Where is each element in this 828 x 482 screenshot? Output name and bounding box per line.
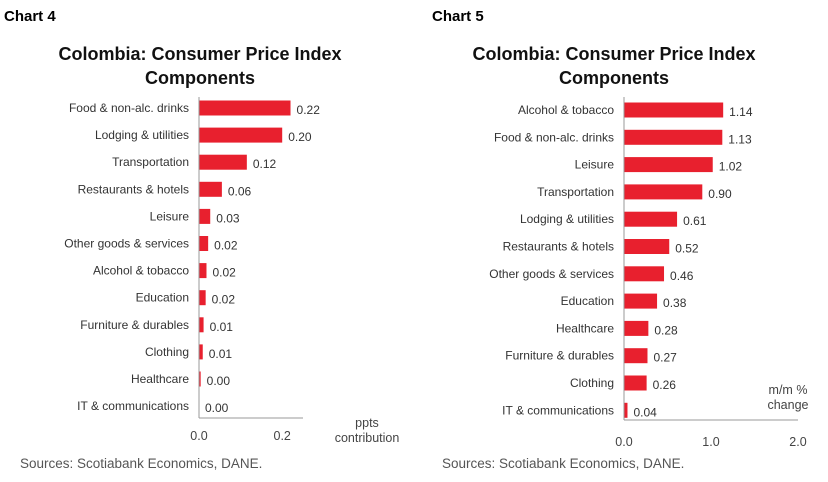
chart-4-value-label: 0.02 (212, 266, 236, 280)
chart-5-x-tick-label: 2.0 (789, 435, 806, 449)
chart-5-category-label: Healthcare (556, 321, 614, 335)
chart-5-title-line-1: Colombia: Consumer Price Index (472, 44, 756, 64)
chart-5-bar (624, 348, 648, 364)
chart-4-title-line-1: Colombia: Consumer Price Index (58, 44, 342, 64)
chart-4-value-label: 0.02 (212, 293, 236, 307)
chart-5-value-label: 0.28 (654, 323, 678, 337)
chart-4-category-label: Alcohol & tobacco (93, 264, 189, 278)
chart-5-value-label: 0.04 (633, 405, 657, 419)
chart-5-category-label: Education (561, 294, 614, 308)
chart-5-title-line-2: Components (559, 68, 669, 88)
chart-4-category-label: Clothing (145, 345, 189, 359)
chart-4-bar (199, 263, 207, 279)
chart-4-bar (199, 154, 247, 170)
chart-5-unit-label: m/m % (769, 383, 808, 397)
chart-4-plot: Food & non-alc. drinks 0.22 Lodging & util… (64, 97, 400, 445)
chart-5-category-label: Leisure (575, 158, 615, 172)
chart-4-bar (199, 127, 283, 143)
chart-4-value-label: 0.01 (209, 347, 233, 361)
chart-5-value-label: 1.02 (719, 160, 743, 174)
chart-5-bar (624, 129, 723, 145)
chart-4-category-label: Food & non-alc. drinks (69, 101, 189, 115)
chart-5-value-label: 0.52 (675, 242, 699, 256)
chart-4-category-label: Healthcare (131, 372, 189, 386)
chart-5-category-label: Furniture & durables (505, 349, 614, 363)
chart-4-bar (199, 100, 291, 116)
chart-5-unit-label: change (767, 398, 808, 412)
chart-5-bar (624, 102, 724, 118)
chart-4-category-label: Leisure (150, 209, 190, 223)
chart-5-value-label: 0.38 (663, 296, 687, 310)
chart-5-category-label: Other goods & services (489, 267, 614, 281)
chart-4-category-label: Lodging & utilities (95, 128, 189, 142)
chart-4-value-label: 0.00 (207, 374, 231, 388)
chart-5-category-label: Food & non-alc. drinks (494, 130, 614, 144)
chart-4-category-label: Education (136, 291, 189, 305)
chart-4-value-label: 0.22 (297, 103, 321, 117)
chart-5-category-label: Lodging & utilities (520, 212, 614, 226)
chart-4-value-label: 0.06 (228, 184, 252, 198)
chart-5-bar (624, 157, 713, 173)
chart-4-bar (199, 208, 211, 224)
chart-5-bar (624, 402, 628, 418)
chart-5-value-label: 0.61 (683, 214, 707, 228)
chart-5-category-label: Alcohol & tobacco (518, 103, 614, 117)
chart-5-x-tick-label: 1.0 (702, 435, 719, 449)
chart-5-bar (624, 239, 670, 254)
chart-5-bar (624, 266, 665, 282)
chart-4-unit-label: ppts (355, 416, 379, 430)
chart-5-plot: Alcohol & tobacco 1.14 Food & non-alc. dri… (489, 97, 809, 449)
chart-5-x-tick-label: 0.0 (615, 435, 632, 449)
chart-5-value-label: 0.46 (670, 269, 694, 283)
chart-4-bar (199, 371, 201, 387)
chart-4-value-label: 0.20 (288, 130, 312, 144)
chart-4-bar (199, 290, 206, 306)
chart-5-bar (624, 320, 649, 336)
chart-5-bar (624, 293, 658, 309)
chart-5-value-label: 1.14 (729, 105, 753, 119)
chart-4-value-label: 0.00 (205, 401, 229, 415)
chart-4-panel: Chart 4 Colombia: Consumer Price Index C… (0, 8, 400, 471)
chart-4-category-label: IT & communications (77, 399, 189, 413)
chart-4-bar (199, 317, 204, 333)
chart-4-category-label: Restaurants & hotels (78, 182, 189, 196)
chart-5-category-label: Transportation (537, 185, 614, 199)
chart-5-category-label: Clothing (570, 376, 614, 390)
chart-5-panel: Chart 5 Colombia: Consumer Price Index C… (414, 0, 828, 482)
chart-5-value-label: 0.26 (653, 378, 677, 392)
chart-5-title: Colombia: Consumer Price Index Component… (414, 42, 814, 90)
chart-4-x-tick-label: 0.2 (274, 429, 291, 443)
chart-4-source: Sources: Scotiabank Economics, DANE. (20, 456, 263, 471)
chart-4-category-label: Transportation (112, 155, 189, 169)
chart-5-bar (624, 375, 647, 391)
chart-4-value-label: 0.01 (210, 320, 234, 334)
chart-4-unit-label: contribution (335, 431, 400, 445)
chart-4-title-line-2: Components (145, 68, 255, 88)
chart-4-bar (199, 236, 209, 251)
chart-4-value-label: 0.02 (214, 239, 238, 253)
chart-5-bar (624, 211, 678, 227)
chart-4-bar (199, 344, 203, 360)
chart-5-category-label: Restaurants & hotels (503, 240, 614, 254)
chart-4-value-label: 0.03 (216, 211, 240, 225)
chart-4-title: Colombia: Consumer Price Index Component… (0, 42, 400, 90)
chart-4-label: Chart 4 (4, 8, 56, 25)
chart-4-value-label: 0.12 (253, 157, 277, 171)
chart-5-label: Chart 5 (432, 8, 484, 25)
chart-4-bar (199, 181, 222, 197)
chart-5-value-label: 1.13 (728, 132, 752, 146)
chart-4-category-label: Furniture & durables (80, 318, 189, 332)
chart-5-category-label: IT & communications (502, 403, 614, 417)
chart-4-category-label: Other goods & services (64, 237, 189, 251)
chart-5-source: Sources: Scotiabank Economics, DANE. (442, 456, 685, 471)
chart-5-value-label: 0.90 (708, 187, 732, 201)
chart-5-value-label: 0.27 (653, 351, 677, 365)
chart-5-bar (624, 184, 703, 200)
chart-4-x-tick-label: 0.0 (190, 429, 207, 443)
